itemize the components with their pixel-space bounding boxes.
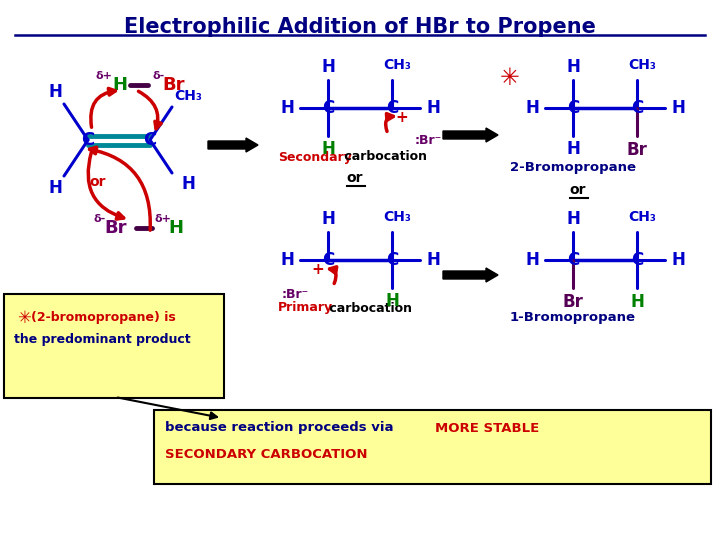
Text: H: H	[48, 179, 62, 197]
Text: H: H	[385, 292, 399, 310]
Text: Br: Br	[104, 219, 127, 237]
Text: H: H	[168, 219, 184, 237]
Text: CH₃: CH₃	[383, 210, 411, 224]
Text: δ-: δ-	[153, 71, 165, 81]
Text: the predominant product: the predominant product	[14, 334, 191, 347]
Text: 1-Bromopropane: 1-Bromopropane	[510, 312, 636, 325]
Text: H: H	[566, 210, 580, 228]
Text: C: C	[631, 99, 643, 117]
Text: or: or	[347, 171, 364, 185]
Text: δ+: δ+	[155, 214, 171, 224]
Text: H: H	[671, 99, 685, 117]
Text: H: H	[566, 140, 580, 158]
Text: C: C	[386, 251, 398, 269]
Text: H: H	[630, 293, 644, 311]
Text: or: or	[570, 183, 586, 197]
Text: ✳: ✳	[17, 309, 31, 327]
Text: CH₃: CH₃	[383, 58, 411, 72]
Text: carbocation: carbocation	[340, 151, 427, 164]
Text: H: H	[525, 99, 539, 117]
Text: CH₃: CH₃	[628, 58, 656, 72]
Text: C: C	[567, 251, 579, 269]
Text: Electrophilic Addition of HBr to Propene: Electrophilic Addition of HBr to Propene	[124, 17, 596, 37]
Text: H: H	[566, 58, 580, 76]
Text: CH₃: CH₃	[174, 89, 202, 103]
Text: Secondary: Secondary	[278, 151, 352, 164]
Text: Br: Br	[562, 293, 583, 311]
Text: Primary: Primary	[278, 301, 333, 314]
Text: H: H	[321, 58, 335, 76]
Text: H: H	[321, 140, 335, 158]
Text: :Br⁻: :Br⁻	[282, 288, 309, 301]
Text: H: H	[426, 251, 440, 269]
Text: :Br⁻: :Br⁻	[415, 133, 441, 146]
Text: because reaction proceeds via: because reaction proceeds via	[165, 422, 398, 435]
Text: δ-: δ-	[94, 214, 106, 224]
Text: +: +	[395, 110, 408, 125]
Text: ✳: ✳	[500, 66, 520, 90]
Text: C: C	[81, 131, 94, 149]
Text: C: C	[143, 131, 157, 149]
Text: Br: Br	[163, 76, 185, 94]
Text: H: H	[112, 76, 127, 94]
Text: carbocation: carbocation	[325, 301, 412, 314]
Text: H: H	[321, 210, 335, 228]
Text: MORE STABLE: MORE STABLE	[435, 422, 539, 435]
Text: C: C	[322, 251, 334, 269]
Text: C: C	[631, 251, 643, 269]
Text: H: H	[671, 251, 685, 269]
Text: H: H	[280, 251, 294, 269]
Polygon shape	[443, 268, 498, 282]
Text: or: or	[90, 175, 107, 189]
Text: C: C	[567, 99, 579, 117]
FancyBboxPatch shape	[4, 294, 224, 398]
Text: H: H	[48, 83, 62, 101]
Text: H: H	[280, 99, 294, 117]
Polygon shape	[443, 128, 498, 142]
Text: H: H	[426, 99, 440, 117]
Text: (2-bromopropane) is: (2-bromopropane) is	[31, 312, 176, 325]
Text: H: H	[181, 175, 195, 193]
Text: +: +	[312, 262, 325, 278]
Text: Br: Br	[626, 141, 647, 159]
Text: 2-Bromopropane: 2-Bromopropane	[510, 161, 636, 174]
Polygon shape	[208, 138, 258, 152]
Text: SECONDARY CARBOCATION: SECONDARY CARBOCATION	[165, 449, 367, 462]
Text: CH₃: CH₃	[628, 210, 656, 224]
Text: C: C	[322, 99, 334, 117]
FancyBboxPatch shape	[154, 410, 711, 484]
Text: H: H	[525, 251, 539, 269]
Text: C: C	[386, 99, 398, 117]
Text: δ+: δ+	[96, 71, 112, 81]
